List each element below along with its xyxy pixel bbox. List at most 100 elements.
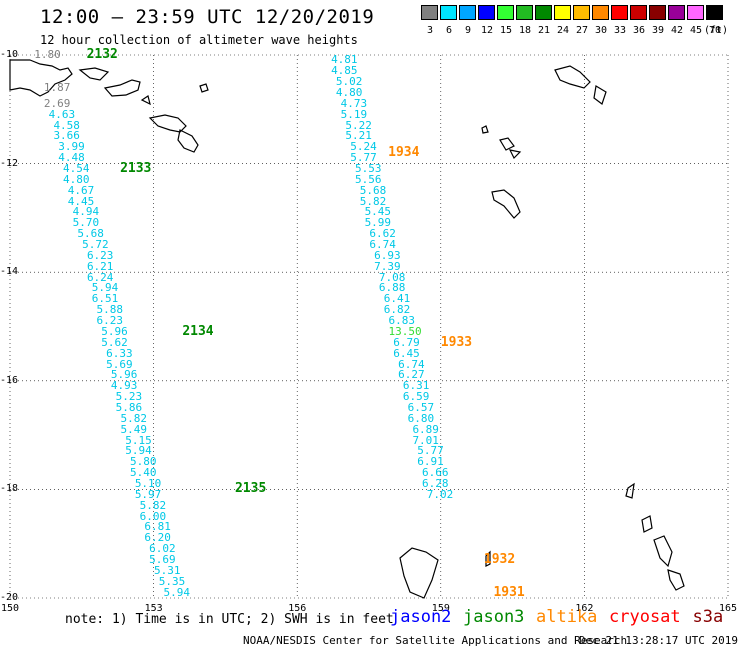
longitude-label: 150 xyxy=(1,603,20,614)
swh-value: 6.79 xyxy=(393,335,420,349)
legend-swatch xyxy=(516,5,533,20)
swh-value: 6.83 xyxy=(388,314,416,328)
legend-label: 6 xyxy=(445,25,453,36)
swh-value: 4.63 xyxy=(48,107,76,121)
satellite-s3a: s3a xyxy=(692,607,724,627)
swh-value: 5.56 xyxy=(355,172,382,186)
coastline-vanuatu-1 xyxy=(625,482,635,499)
coastline-solomon-1 xyxy=(481,125,489,134)
graticule xyxy=(9,54,729,599)
swh-value: 6.62 xyxy=(369,227,396,241)
coastline-ne-island-2 xyxy=(593,85,607,105)
swh-value: 5.82 xyxy=(359,194,387,208)
legend-swatch xyxy=(611,5,628,20)
swh-value: 5.88 xyxy=(96,303,124,317)
swh-value: 5.62 xyxy=(101,335,128,349)
swh-value: 7.02 xyxy=(426,487,454,501)
swh-value: 6.74 xyxy=(369,238,396,252)
swh-value: 5.45 xyxy=(364,205,392,219)
swh-value: 5.96 xyxy=(110,368,138,382)
footer-timestamp: Dec 21 13:28:17 UTC 2019 xyxy=(579,634,738,647)
swh-value: 6.31 xyxy=(402,379,430,393)
swh-value: 5.35 xyxy=(158,574,186,588)
coastline-ne-island-1 xyxy=(554,65,591,89)
legend-label: 30 xyxy=(594,25,608,36)
swh-value: 6.59 xyxy=(402,390,430,404)
swh-value: 5.69 xyxy=(149,552,176,566)
swh-value: 5.99 xyxy=(364,216,392,230)
swh-value: 6.57 xyxy=(407,400,435,414)
swh-value: 4.54 xyxy=(63,162,90,176)
legend-label: 39 xyxy=(651,25,665,36)
swh-value: 5.72 xyxy=(82,238,109,252)
pass-number: 1934 xyxy=(388,144,420,160)
swh-value: 5.69 xyxy=(106,357,133,371)
swh-value: 1.80 xyxy=(34,48,61,61)
legend-swatch xyxy=(592,5,609,20)
color-legend: 3 6 9 12 15 18 21 24 27 30 33 36 39 42 45 70 (ft) xyxy=(421,5,733,43)
legend-label: 15 xyxy=(499,25,513,36)
legend-label: 70 xyxy=(708,25,722,36)
swh-value: 5.53 xyxy=(355,162,382,176)
map-subtitle: 12 hour collection of altimeter wave hei… xyxy=(40,33,358,47)
swh-value: 5.68 xyxy=(77,227,104,241)
swh-value: 6.81 xyxy=(144,520,171,534)
longitude-label: 162 xyxy=(575,603,594,614)
swh-value: 7.39 xyxy=(374,259,401,273)
swh-value: 6.23 xyxy=(86,248,114,262)
legend-label: 3 xyxy=(426,25,434,36)
satellite-cryosat: cryosat xyxy=(609,607,681,627)
swh-value: 4.45 xyxy=(67,194,95,208)
swh-value: 4.93 xyxy=(110,379,138,393)
swh-value: 3.66 xyxy=(53,129,80,143)
coastline-bougainville xyxy=(177,129,199,153)
swh-value: 6.66 xyxy=(422,466,449,480)
satellite-altika: altika xyxy=(536,607,598,627)
pass-number: 2135 xyxy=(234,481,267,497)
longitude-label: 165 xyxy=(719,603,738,614)
swh-value: 5.68 xyxy=(359,183,387,197)
coastline-vanuatu-4 xyxy=(667,569,685,591)
coastline-new-caledonia xyxy=(399,547,439,599)
swh-value: 5.21 xyxy=(345,129,372,143)
pass-number: 2133 xyxy=(120,161,152,177)
swh-value: 6.74 xyxy=(398,357,425,371)
legend-swatch xyxy=(668,5,685,20)
legend-swatch xyxy=(421,5,438,20)
pass-number: 2134 xyxy=(182,323,214,339)
legend-swatch xyxy=(459,5,476,20)
coastline-vanuatu-2 xyxy=(641,515,653,533)
swh-value: 4.94 xyxy=(72,205,100,219)
swh-value: 6.24 xyxy=(86,270,114,284)
legend-label: 36 xyxy=(632,25,646,36)
pass-number: 1932 xyxy=(483,551,516,567)
latitude-label: -14 xyxy=(0,266,19,278)
swh-value: 5.19 xyxy=(340,107,368,121)
legend-swatch xyxy=(573,5,590,20)
legend-label: 33 xyxy=(613,25,627,36)
longitude-label: 156 xyxy=(288,603,307,614)
swh-value: 6.41 xyxy=(383,292,411,306)
coastline-solomon-4 xyxy=(491,189,521,219)
legend-swatch xyxy=(497,5,514,20)
map-title: 12:00 – 23:59 UTC 12/20/2019 xyxy=(40,6,375,28)
coastline-vanuatu-3 xyxy=(653,535,673,568)
footer-note: note: 1) Time is in UTC; 2) SWH is in fe… xyxy=(65,612,394,627)
swh-value: 5.70 xyxy=(72,216,100,230)
swh-value: 6.93 xyxy=(374,248,401,262)
swh-value: 6.33 xyxy=(106,346,133,360)
swh-value: 5.94 xyxy=(125,444,152,458)
swh-value: 5.82 xyxy=(120,411,147,425)
swh-value: 6.51 xyxy=(91,292,119,306)
swh-value: 5.31 xyxy=(153,563,181,577)
legend-label: 45 xyxy=(689,25,703,36)
legend-label: 9 xyxy=(464,25,472,36)
swh-value: 6.45 xyxy=(393,346,420,360)
swh-value: 5.77 xyxy=(417,444,444,458)
swh-value: 6.91 xyxy=(417,455,444,469)
swh-value: 6.88 xyxy=(378,281,406,295)
coastline-layer xyxy=(9,59,685,599)
legend-label: 12 xyxy=(480,25,494,36)
swh-value: 5.10 xyxy=(134,476,162,490)
legend-swatch xyxy=(687,5,704,20)
